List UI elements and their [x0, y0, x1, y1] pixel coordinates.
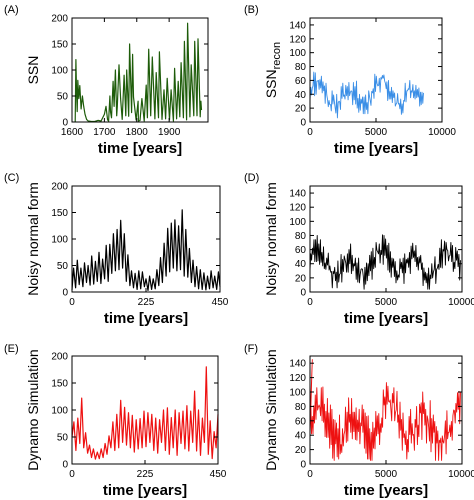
y-tick-label: 0 — [300, 288, 306, 299]
y-tick-label: 100 — [289, 388, 306, 399]
y-axis-label: SSN — [25, 56, 41, 85]
panel-label: (C) — [4, 172, 19, 184]
y-axis-label: Dynamo Simulation — [25, 349, 41, 470]
series-line — [71, 366, 219, 460]
x-tick-label: 10000 — [428, 127, 456, 138]
panel-1: (B) 0 5000 10000 0 20 40 60 80 100 120 140 time [yea… — [244, 4, 456, 157]
x-axis-label: time [years] — [103, 482, 187, 499]
panel-2: (C) 0 225 450 0 50 100 150 200 time [years] Noisy … — [4, 172, 229, 327]
y-tick-label: 100 — [51, 235, 68, 246]
x-tick-label: 1600 — [61, 127, 84, 138]
y-tick-label: 120 — [289, 373, 306, 384]
y-tick-label: 50 — [57, 433, 69, 444]
y-tick-label: 140 — [289, 359, 306, 370]
y-axis-label: Dynamo Simulation — [263, 349, 279, 470]
y-axis-label-text: SSN — [263, 69, 279, 98]
panel-label: (E) — [4, 343, 19, 355]
panel-label: (A) — [4, 4, 19, 16]
y-tick-label: 120 — [289, 203, 306, 214]
y-tick-label: 100 — [51, 66, 68, 77]
y-tick-label: 80 — [295, 62, 307, 73]
x-tick-label: 225 — [137, 469, 154, 480]
x-axis-label: time [years] — [98, 140, 182, 157]
x-tick-label: 0 — [69, 297, 75, 308]
y-tick-label: 200 — [51, 352, 68, 363]
y-tick-label: 50 — [57, 92, 69, 103]
x-tick-label: 450 — [210, 469, 227, 480]
y-tick-label: 200 — [51, 182, 68, 193]
plot-frame — [309, 17, 443, 123]
series-line — [309, 71, 424, 119]
y-tick-label: 140 — [289, 20, 306, 31]
y-tick-label: 40 — [295, 90, 307, 101]
panel-4: (E) 0 225 450 0 50 100 150 200 time [years] Dynamo… — [4, 343, 227, 499]
y-axis-label: Noisy normal form — [263, 182, 279, 296]
y-tick-label: 0 — [300, 118, 306, 129]
y-tick-label: 20 — [295, 445, 307, 456]
y-tick-label: 20 — [295, 104, 307, 115]
y-tick-label: 150 — [51, 208, 68, 219]
x-tick-label: 1900 — [158, 127, 181, 138]
y-axis-label-text: Dynamo Simulation — [25, 349, 41, 470]
y-axis-label-text: Noisy normal form — [25, 182, 41, 296]
x-tick-label: 0 — [69, 469, 75, 480]
x-tick-label: 10000 — [448, 297, 474, 308]
x-tick-label: 225 — [138, 297, 155, 308]
y-tick-label: 0 — [62, 288, 68, 299]
y-tick-label: 200 — [51, 14, 68, 25]
series-line — [309, 234, 461, 290]
y-tick-label: 60 — [295, 416, 307, 427]
series-line — [309, 359, 461, 461]
y-axis-label-text: SSN — [25, 56, 41, 85]
x-tick-label: 0 — [307, 127, 313, 138]
x-axis-label: time [years] — [334, 140, 418, 157]
y-tick-label: 80 — [295, 402, 307, 413]
y-tick-label: 150 — [51, 379, 68, 390]
y-axis-label-text: Dynamo Simulation — [263, 349, 279, 470]
y-tick-label: 50 — [57, 261, 69, 272]
y-tick-label: 80 — [295, 231, 307, 242]
series-line — [74, 22, 203, 123]
y-tick-label: 40 — [295, 431, 307, 442]
y-tick-label: 100 — [289, 217, 306, 228]
x-tick-label: 5000 — [365, 127, 388, 138]
x-tick-label: 5000 — [375, 469, 398, 480]
y-tick-label: 60 — [295, 245, 307, 256]
panel-0: (A) 1600 1700 1800 1900 0 50 100 150 200 time [yea… — [4, 4, 209, 157]
y-axis-label-text: Noisy normal form — [263, 182, 279, 296]
x-tick-label: 0 — [307, 469, 313, 480]
x-tick-label: 1800 — [126, 127, 149, 138]
panel-3: (D) 0 5000 10000 0 20 40 60 80 100 120 140 time [yea… — [244, 172, 474, 327]
panel-label: (D) — [244, 172, 259, 184]
x-axis-label: time [years] — [344, 482, 428, 499]
y-tick-label: 40 — [295, 259, 307, 270]
y-tick-label: 100 — [51, 406, 68, 417]
panel-5: (F) 0 5000 10000 0 20 40 60 80 100 120 140 time [yea… — [244, 343, 474, 499]
y-tick-label: 120 — [289, 34, 306, 45]
y-tick-label: 0 — [62, 460, 68, 471]
y-tick-label: 140 — [289, 189, 306, 200]
y-tick-label: 20 — [295, 273, 307, 284]
y-tick-label: 0 — [62, 118, 68, 129]
y-tick-label: 0 — [300, 460, 306, 471]
x-tick-label: 1700 — [93, 127, 116, 138]
x-tick-label: 10000 — [448, 469, 474, 480]
y-axis-label-subscript: recon — [271, 42, 283, 70]
x-tick-label: 450 — [212, 297, 229, 308]
panel-label: (F) — [244, 343, 258, 355]
panel-label: (B) — [244, 4, 259, 16]
y-tick-label: 100 — [289, 48, 306, 59]
y-axis-label: SSNrecon — [263, 42, 283, 98]
series-line — [71, 209, 221, 291]
x-tick-label: 0 — [307, 297, 313, 308]
y-tick-label: 150 — [51, 40, 68, 51]
x-axis-label: time [years] — [104, 310, 188, 327]
y-tick-label: 60 — [295, 76, 307, 87]
y-axis-label: Noisy normal form — [25, 182, 41, 296]
x-axis-label: time [years] — [344, 310, 428, 327]
x-tick-label: 5000 — [375, 297, 398, 308]
